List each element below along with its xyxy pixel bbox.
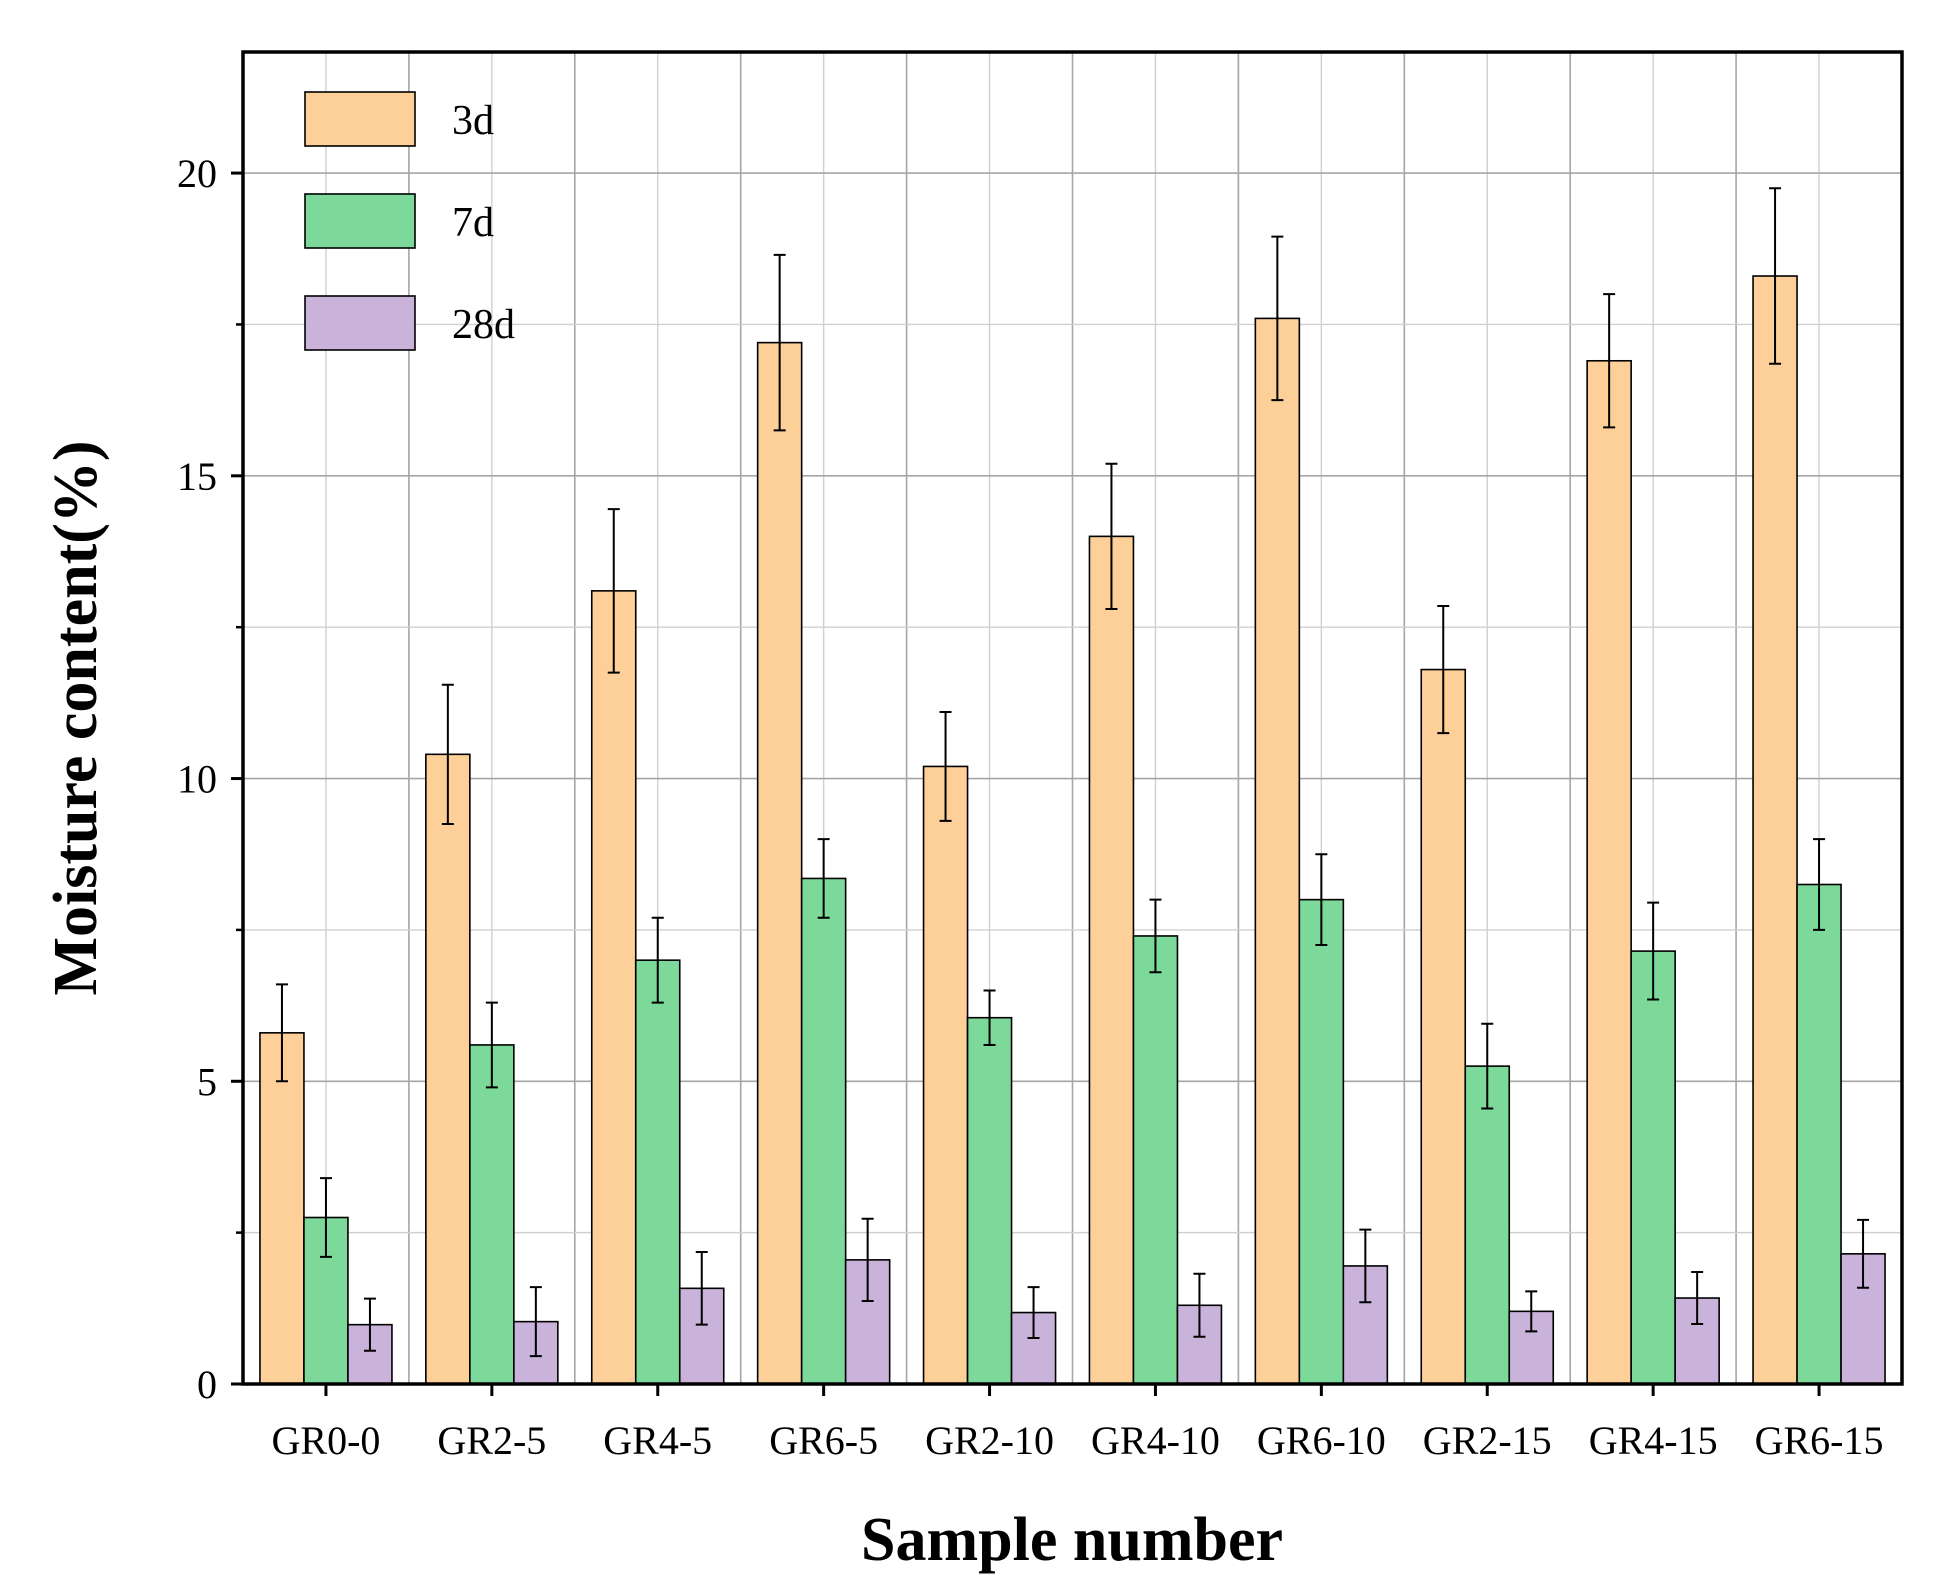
y-tick-label: 10 [177,757,217,802]
legend-label-3d: 3d [452,98,494,144]
error-bar-28d-GR6-10 [1359,1228,1372,1304]
error-bar-7d-GR2-15 [1481,1022,1494,1110]
bar-7d-GR4-10 [1132,935,1179,1385]
error-bar-3d-GR0-0 [275,983,288,1083]
error-bar-28d-GR0-0 [363,1297,376,1352]
bar-3d-GR2-10 [922,765,969,1385]
error-bar-28d-GR4-15 [1691,1270,1704,1326]
bar-3d-GR0-0 [259,1032,305,1385]
x-tick-label: GR0-0 [272,1418,381,1463]
x-tick-label: GR6-5 [769,1418,878,1463]
error-bar-3d-GR6-10 [1271,235,1284,402]
error-bar-3d-GR2-15 [1437,604,1450,735]
x-tick-label: GR6-10 [1257,1418,1386,1463]
x-tick-label: GR2-15 [1423,1418,1552,1463]
error-bar-7d-GR4-15 [1647,901,1660,1001]
error-bars [275,187,1870,1358]
error-bar-28d-GR2-10 [1027,1286,1040,1339]
error-bar-28d-GR4-5 [695,1251,708,1326]
error-bar-7d-GR4-10 [1149,898,1162,974]
y-axis-title: Moisture content(%) [42,440,110,995]
axis-ticks: 0 5 10 15 20 GR0-0 GR2-5 GR4-5 GR6-5 GR2-10 GR4-10… [177,151,1883,1463]
bar-3d-GR6-15 [1752,275,1798,1385]
legend-label-7d: 7d [452,200,494,246]
error-bar-7d-GR4-5 [651,916,664,1004]
bar-7d-GR2-5 [469,1044,515,1385]
legend-swatch-3d [304,91,416,147]
bar-3d-GR6-10 [1254,317,1301,1385]
bar-3d-GR4-5 [590,590,637,1385]
legend-label-28d: 28d [452,302,515,348]
error-bar-3d-GR4-10 [1105,462,1118,611]
bar-3d-GR2-15 [1420,668,1467,1385]
error-bar-3d-GR4-15 [1603,293,1616,429]
bar-7d-GR6-15 [1796,883,1842,1385]
x-tick-label: GR6-15 [1755,1418,1884,1463]
x-tick-label: GR2-10 [925,1418,1054,1463]
bar-3d-GR6-5 [756,341,803,1385]
error-bar-3d-GR6-15 [1769,187,1782,365]
error-bar-7d-GR6-5 [817,838,830,919]
y-tick-label: 5 [197,1059,217,1104]
y-tick-label: 20 [177,151,217,196]
x-axis-title: Sample number [861,1506,1283,1574]
legend-swatch-28d [304,295,416,351]
error-bar-7d-GR2-5 [485,1001,498,1089]
x-tick-label: GR4-15 [1589,1418,1718,1463]
bar-7d-GR2-10 [966,1016,1013,1385]
error-bar-28d-GR2-5 [529,1286,542,1358]
bar-7d-GR2-15 [1464,1065,1511,1385]
x-tick-label: GR4-10 [1091,1418,1220,1463]
bar-7d-GR4-15 [1630,950,1676,1385]
error-bar-7d-GR6-10 [1315,853,1328,947]
bars [259,275,1886,1385]
error-bar-28d-GR6-15 [1857,1218,1870,1289]
error-bar-28d-GR4-10 [1193,1272,1206,1338]
error-bar-3d-GR2-10 [939,710,952,822]
bar-3d-GR4-10 [1088,535,1135,1385]
bar-7d-GR4-5 [634,959,681,1385]
error-bar-7d-GR2-10 [983,989,996,1046]
error-bar-3d-GR4-5 [607,508,620,674]
x-tick-label: GR2-5 [437,1418,546,1463]
error-bar-3d-GR6-5 [773,253,786,432]
legend: 3d 7d 28d [304,91,515,351]
error-bar-7d-GR0-0 [319,1177,332,1258]
bar-7d-GR6-5 [800,877,847,1385]
bar-7d-GR6-10 [1298,898,1345,1385]
error-bar-28d-GR2-15 [1525,1290,1538,1333]
error-bar-28d-GR6-5 [861,1217,874,1303]
plot-frame [241,50,1904,1386]
y-tick-label: 15 [177,454,217,499]
bar-3d-GR2-5 [425,753,471,1385]
bar-3d-GR4-15 [1586,359,1632,1385]
y-tick-label: 0 [197,1362,217,1407]
error-bar-3d-GR2-5 [441,683,454,825]
error-bar-7d-GR6-15 [1813,838,1826,931]
x-tick-label: GR4-5 [603,1418,712,1463]
legend-swatch-7d [304,193,416,249]
